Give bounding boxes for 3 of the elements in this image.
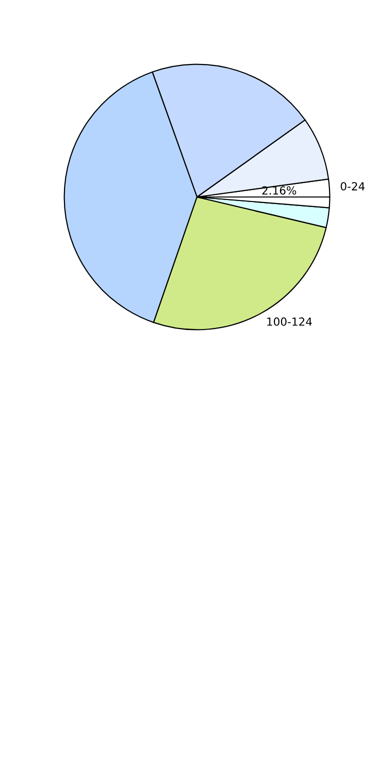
data-label: 2.16%: [262, 186, 296, 195]
slice-label: 0-24: [340, 182, 365, 191]
slice-label: 100-124: [267, 317, 312, 326]
